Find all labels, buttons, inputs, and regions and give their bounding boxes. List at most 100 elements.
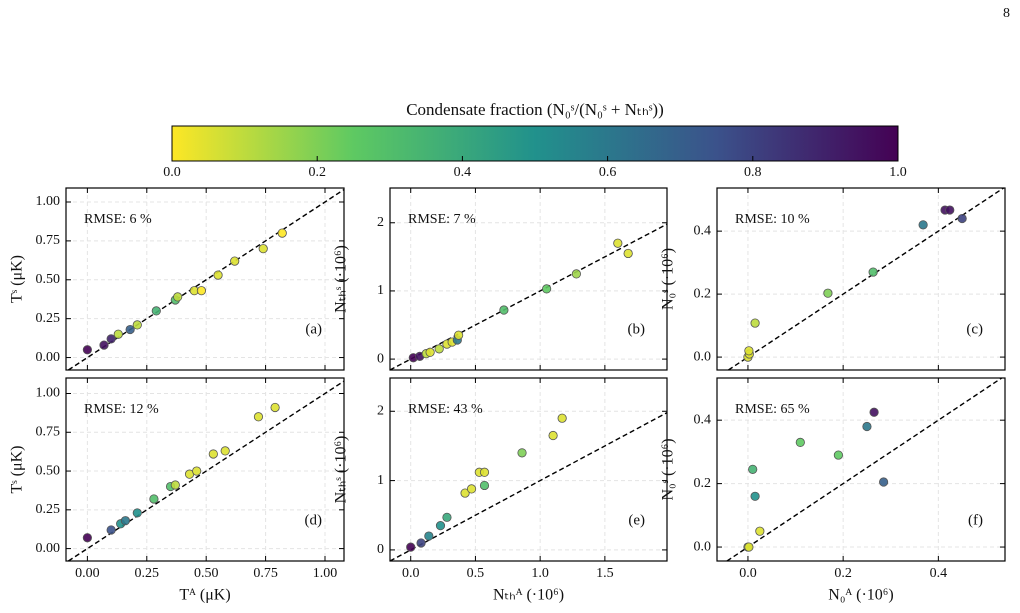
x-axis-label: Tᴬ (μK) bbox=[179, 587, 230, 604]
annotation: RMSE: 7 % bbox=[408, 212, 476, 227]
y-tick-label: 0.25 bbox=[36, 502, 61, 517]
x-tick-label: 0.25 bbox=[135, 566, 160, 581]
point bbox=[918, 220, 928, 230]
y-tick-label: 2 bbox=[377, 215, 384, 230]
point bbox=[220, 446, 230, 456]
panel: 0.00 0.25 0.50 0.75 1.00 RMSE: 6 % (a) Tˢ (μK) bbox=[9, 187, 345, 371]
point bbox=[833, 450, 843, 460]
y-tick-label: 1.00 bbox=[36, 386, 61, 401]
point bbox=[542, 284, 552, 294]
point bbox=[748, 464, 758, 474]
point bbox=[425, 347, 435, 357]
y-axis-label: Tˢ (μK) bbox=[9, 255, 26, 303]
x-tick-label: 1.00 bbox=[313, 566, 338, 581]
y-tick-label: 0.75 bbox=[36, 424, 61, 439]
point bbox=[125, 324, 135, 335]
y-axis-label: N₀ˢ (·10⁶) bbox=[660, 248, 677, 310]
point bbox=[106, 334, 116, 344]
point bbox=[479, 480, 490, 491]
point bbox=[548, 430, 558, 441]
point bbox=[132, 320, 142, 330]
point bbox=[82, 345, 92, 355]
y-tick-label: 2 bbox=[377, 403, 384, 418]
identity-line bbox=[67, 188, 345, 371]
y-tick-label: 0.2 bbox=[694, 286, 712, 301]
y-tick-label: 0 bbox=[377, 351, 384, 366]
point bbox=[82, 533, 92, 543]
y-tick-label: 0.4 bbox=[694, 412, 712, 427]
point bbox=[434, 344, 444, 354]
point bbox=[149, 494, 159, 504]
y-tick-label: 1.00 bbox=[36, 194, 61, 209]
x-tick-label: 0.00 bbox=[75, 566, 100, 581]
point bbox=[957, 213, 967, 224]
y-tick-label: 0.00 bbox=[36, 350, 61, 365]
panel-label: (d) bbox=[305, 512, 323, 528]
panel: 0.0 0.2 0.4 RMSE: 10 % (c) N₀ˢ (·10⁶) bbox=[660, 187, 1006, 371]
panel: 0.0 0.2 0.4 0.0 0.2 0.4 RMSE: 65 % (f) N₀ˢ (·10⁶… bbox=[660, 377, 1006, 604]
point bbox=[868, 267, 878, 277]
point bbox=[173, 292, 183, 302]
panel: 0 1 2 RMSE: 7 % (b) Nₜₕˢ (·10⁶) bbox=[333, 187, 668, 371]
y-tick-label: 0.25 bbox=[36, 311, 61, 326]
y-tick-label: 0.00 bbox=[36, 541, 61, 556]
axes-frame bbox=[389, 377, 668, 562]
x-axis-label: N₀ᴬ (·10⁶) bbox=[828, 587, 893, 604]
point bbox=[253, 412, 264, 422]
y-tick-label: 0.75 bbox=[36, 233, 61, 248]
y-tick-label: 0.50 bbox=[36, 463, 61, 478]
point bbox=[795, 437, 805, 447]
colorbar bbox=[171, 125, 899, 162]
y-axis-label: Nₜₕˢ (·10⁶) bbox=[333, 245, 350, 313]
x-tick-label: 0.4 bbox=[930, 566, 948, 581]
point bbox=[196, 286, 207, 296]
x-tick-label: 0.75 bbox=[253, 566, 278, 581]
point bbox=[499, 305, 509, 315]
point bbox=[113, 329, 123, 339]
point bbox=[132, 508, 142, 518]
axes-frame bbox=[65, 377, 345, 562]
point bbox=[557, 413, 567, 423]
point bbox=[823, 288, 833, 298]
y-tick-label: 0.0 bbox=[694, 349, 712, 364]
annotation: RMSE: 6 % bbox=[84, 212, 152, 227]
identity-line bbox=[726, 377, 1003, 562]
point bbox=[213, 270, 223, 280]
point bbox=[258, 244, 268, 254]
y-tick-label: 1 bbox=[377, 473, 384, 488]
panel: 0.00 0.25 0.50 0.75 1.00 0.00 0.25 0.50 0.75 1.00… bbox=[9, 377, 345, 604]
point bbox=[744, 346, 754, 356]
point bbox=[170, 480, 180, 490]
annotation: RMSE: 10 % bbox=[735, 212, 810, 227]
point bbox=[99, 340, 109, 350]
colorbar-tick-label: 1.0 bbox=[889, 165, 907, 180]
y-tick-label: 1 bbox=[377, 283, 384, 298]
identity-line bbox=[389, 412, 668, 562]
point bbox=[755, 526, 765, 536]
x-tick-label: 0.0 bbox=[402, 566, 420, 581]
x-tick-label: 0.5 bbox=[467, 566, 485, 581]
point bbox=[270, 402, 280, 413]
point bbox=[613, 238, 623, 248]
axes-frame bbox=[716, 377, 1006, 562]
x-tick-label: 1.5 bbox=[596, 566, 614, 581]
point bbox=[479, 467, 490, 477]
y-axis-label: Tˢ (μK) bbox=[9, 446, 26, 494]
x-axis-label: Nₜₕᴬ (·10⁶) bbox=[493, 587, 564, 604]
point bbox=[879, 477, 889, 487]
point bbox=[277, 228, 287, 238]
panel-label: (f) bbox=[968, 512, 983, 528]
x-tick-label: 1.0 bbox=[531, 566, 549, 581]
colorbar-tick-label: 0.4 bbox=[454, 165, 472, 180]
point bbox=[120, 516, 131, 526]
y-tick-label: 0.2 bbox=[694, 476, 712, 491]
y-tick-label: 0 bbox=[377, 542, 384, 557]
axes-frame bbox=[65, 187, 345, 371]
panel: 0.0 0.5 1.0 1.5 0 1 2 RMSE: 43 % (e) Nₜₕˢ (·10⁶) N… bbox=[333, 377, 668, 604]
annotation: RMSE: 12 % bbox=[84, 402, 159, 417]
panel-label: (e) bbox=[628, 512, 645, 528]
point bbox=[517, 448, 527, 458]
identity-line bbox=[67, 380, 345, 562]
point bbox=[151, 306, 161, 316]
